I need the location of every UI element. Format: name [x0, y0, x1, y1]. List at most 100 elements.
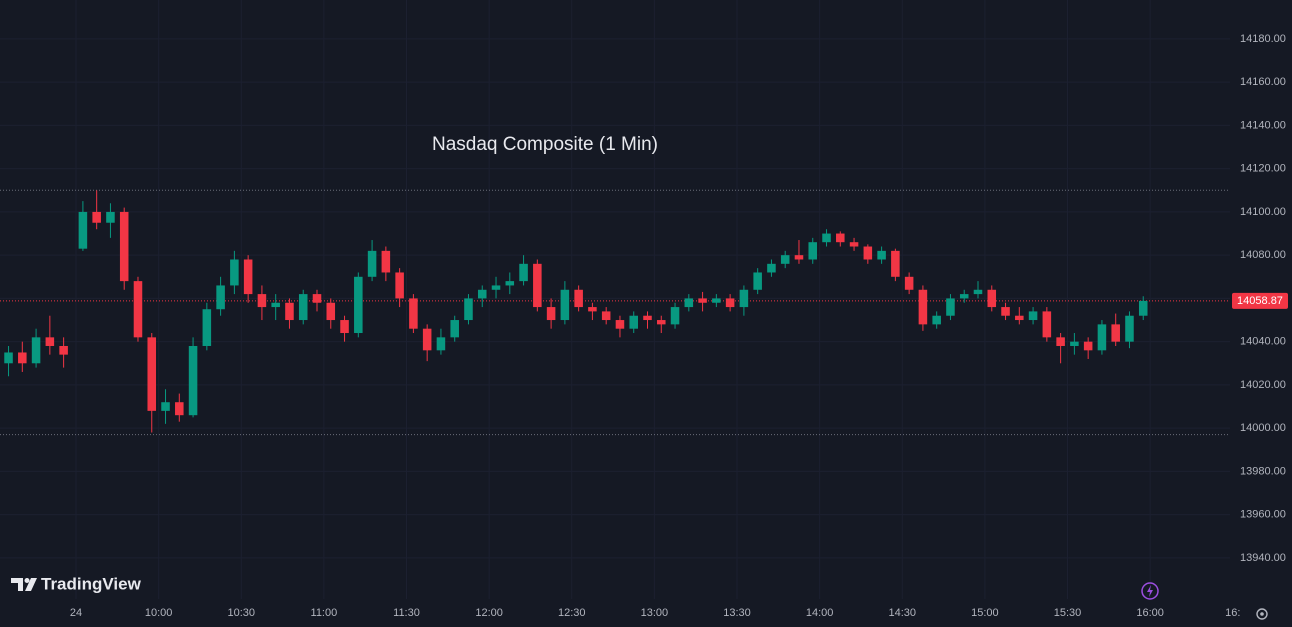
candle-body	[588, 307, 597, 312]
candle-body	[271, 302, 280, 308]
candle-body	[18, 352, 27, 364]
y-tick-label: 14040.00	[1240, 336, 1286, 348]
candle-body	[312, 294, 322, 303]
candle-body	[1042, 311, 1052, 338]
candle-body	[533, 263, 542, 308]
y-tick-label: 14160.00	[1240, 76, 1286, 88]
candle-body	[877, 250, 886, 260]
candle-body	[477, 289, 487, 299]
candle-body	[904, 276, 914, 290]
y-tick-label: 14000.00	[1240, 422, 1286, 434]
candle-body	[367, 250, 377, 277]
x-tick-label: 15:30	[1054, 607, 1082, 619]
candle-body	[422, 328, 432, 351]
x-tick-label: 13:00	[641, 607, 669, 619]
chart-title: Nasdaq Composite (1 Min)	[432, 134, 658, 155]
candle-body	[257, 294, 267, 308]
candle-body	[794, 255, 804, 260]
y-tick-label: 13960.00	[1240, 509, 1286, 521]
candle-body	[147, 337, 157, 411]
candle-body	[780, 255, 790, 264]
logo-mark	[25, 578, 37, 591]
y-tick-label: 13980.00	[1240, 465, 1286, 477]
last-price-box	[1232, 292, 1288, 309]
candle-body	[188, 345, 198, 416]
candle-body	[739, 289, 749, 308]
x-tick-label: 13:30	[723, 607, 751, 619]
lightning-icon[interactable]	[1141, 582, 1159, 600]
candle-body	[1125, 315, 1134, 342]
candle-body	[684, 298, 694, 308]
candle-body	[45, 337, 55, 346]
x-tick-label: 12:00	[475, 607, 503, 619]
candle-body	[836, 233, 845, 243]
y-tick-label: 14080.00	[1240, 249, 1286, 261]
x-tick-label: 10:30	[227, 607, 255, 619]
candle-body	[436, 337, 446, 351]
candle-body	[946, 298, 955, 316]
icon-ring[interactable]	[1141, 582, 1159, 600]
candle-body	[987, 289, 997, 308]
candle-body	[698, 298, 707, 303]
candle-body	[175, 402, 184, 416]
candle-body	[1028, 311, 1038, 321]
candle-body	[725, 298, 735, 308]
candle-body	[546, 307, 556, 321]
candle-body	[1111, 324, 1120, 342]
candle-body	[601, 311, 611, 321]
candle-body	[409, 298, 418, 329]
candle-body	[298, 294, 308, 321]
candle-body	[450, 320, 459, 338]
candle-body	[202, 309, 212, 346]
time-axis: 24 10:00 10:30 11:00 11:30 12:00 12:30 13:00 13:…	[70, 607, 1241, 619]
logo-dot	[24, 578, 30, 583]
price-axis: 13940.00 13960.00 13980.00 14000.00 14020.00…	[1232, 33, 1288, 564]
candle-body	[1070, 341, 1079, 346]
candle-body	[1015, 315, 1024, 321]
candle-body	[657, 320, 666, 325]
x-tick-label: 24	[70, 607, 82, 619]
candle-body	[464, 298, 473, 321]
candle-body	[1138, 300, 1148, 316]
candle-body	[973, 289, 983, 295]
candle-body	[59, 345, 68, 355]
candle-body	[491, 285, 501, 290]
x-tick-label: 10:00	[145, 607, 173, 619]
candle-body	[918, 289, 928, 325]
candle-body	[106, 211, 115, 223]
candle-body	[31, 337, 41, 364]
candle-body	[326, 302, 336, 321]
candle-body	[505, 281, 515, 286]
icon-bolt[interactable]	[1147, 585, 1153, 597]
levels	[0, 189, 1230, 436]
icon-gear[interactable]	[1256, 608, 1268, 620]
y-tick-label: 14140.00	[1240, 119, 1286, 131]
y-tick-label: 14100.00	[1240, 206, 1286, 218]
x-tick-label: 12:30	[558, 607, 586, 619]
candle-body	[285, 302, 294, 321]
candle-body	[354, 276, 363, 334]
candle-body	[670, 307, 680, 325]
y-tick-label: 14120.00	[1240, 163, 1286, 175]
candle-body	[753, 272, 762, 290]
candle-body	[161, 402, 170, 411]
settings-icon[interactable]	[1256, 608, 1268, 620]
logo: TradingView	[11, 574, 142, 593]
icon-gear-center[interactable]	[1260, 612, 1264, 616]
x-tick-label: 11:30	[393, 607, 420, 619]
candle-body	[767, 263, 776, 273]
candle-body	[1097, 324, 1107, 351]
candle-body	[629, 315, 638, 329]
x-tick-label: 14:00	[806, 607, 834, 619]
x-tick-label: 14:30	[888, 607, 916, 619]
candle-body	[932, 315, 941, 325]
candle-body	[615, 320, 625, 329]
candles	[4, 190, 1148, 433]
candle-body	[959, 294, 969, 299]
candle-body	[1001, 307, 1010, 316]
candle-body	[78, 211, 88, 249]
candle-body	[4, 352, 13, 364]
logo-text: TradingView	[41, 574, 142, 593]
candle-body	[1083, 341, 1093, 351]
